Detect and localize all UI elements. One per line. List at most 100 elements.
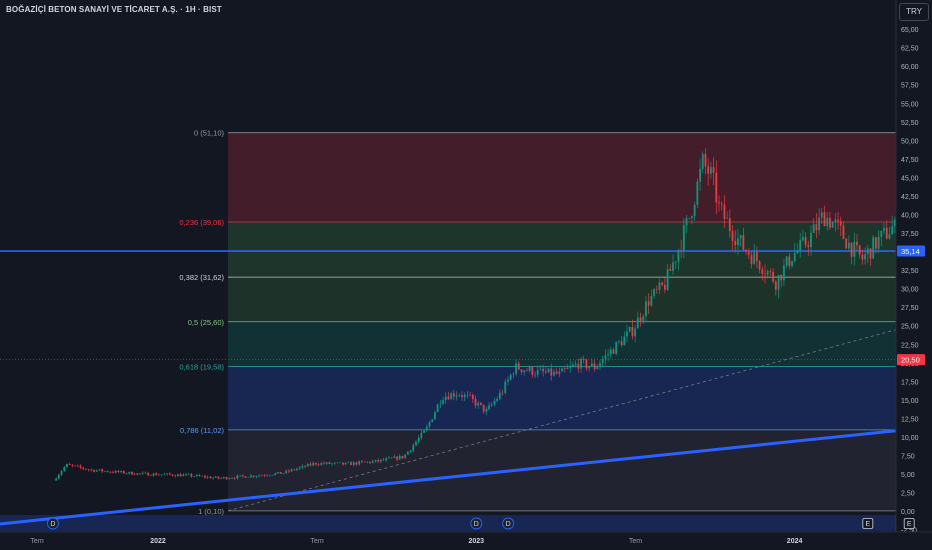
candle-body: [471, 394, 474, 400]
candle-body: [187, 474, 190, 475]
candle-body: [593, 363, 596, 370]
candle-body: [469, 394, 471, 396]
candle-body: [539, 368, 542, 370]
candle-body: [517, 363, 520, 370]
candle-body: [328, 462, 331, 464]
last-price-tag: 20,50: [901, 355, 920, 364]
candle-body: [228, 478, 231, 480]
candle-body: [869, 248, 872, 259]
candle-body: [360, 461, 363, 462]
event-marker-letter: D: [474, 521, 479, 528]
earnings-marker: [903, 518, 915, 529]
y-tick-label: 2,50: [901, 491, 915, 498]
candle-body: [796, 250, 799, 253]
candle-body: [325, 462, 328, 464]
candle-body: [55, 478, 58, 481]
candle-body: [509, 374, 512, 380]
y-tick-label: 37,50: [901, 231, 919, 238]
candle-body: [761, 269, 764, 274]
candle-body: [455, 395, 458, 397]
candle-body: [125, 473, 128, 474]
candle-body: [82, 467, 85, 469]
candle-body: [252, 475, 255, 477]
candle-body: [436, 404, 439, 413]
candle-body: [393, 456, 396, 458]
candle-body: [71, 464, 74, 466]
fib-band: [228, 132, 932, 222]
candle-body: [239, 475, 242, 476]
candle-body: [404, 454, 407, 459]
candle-body: [333, 462, 336, 464]
candle-body: [785, 256, 788, 266]
candle-body: [853, 241, 856, 257]
candle-body: [95, 470, 98, 472]
candle-body: [561, 368, 563, 372]
candle-body: [680, 250, 683, 251]
candle-body: [555, 371, 558, 374]
candle-body: [406, 451, 409, 455]
horizontal-line-price-tag: 35,14: [901, 247, 920, 256]
candle-body: [79, 465, 82, 468]
candle-body: [704, 153, 707, 167]
candle-body: [623, 336, 626, 346]
candle-body: [149, 475, 152, 477]
candle-body: [336, 462, 339, 464]
candle-body: [880, 230, 883, 237]
x-tick-label: Tem: [311, 538, 324, 545]
candle-body: [891, 226, 894, 235]
candle-body: [566, 367, 569, 369]
candle-body: [241, 475, 244, 477]
candle-body: [444, 396, 447, 401]
x-tick-label: Tem: [30, 538, 43, 545]
currency-button[interactable]: TRY: [899, 3, 929, 21]
candle-body: [214, 476, 217, 478]
candle-body: [547, 368, 550, 373]
candle-body: [147, 472, 150, 476]
candle-body: [141, 472, 144, 474]
candle-body: [820, 212, 823, 218]
y-tick-label: 25,00: [901, 324, 919, 331]
candle-body: [193, 476, 196, 477]
x-axis: Tem2022Tem2023Tem2024Tem2025Tem2026Tem: [0, 531, 932, 550]
y-tick-label: 32,50: [901, 268, 919, 275]
candle-body: [271, 474, 274, 476]
candle-body: [301, 465, 304, 468]
candle-body: [293, 469, 296, 471]
candle-body: [580, 358, 582, 369]
candle-body: [482, 404, 485, 412]
candle-body: [815, 224, 818, 231]
candle-body: [669, 269, 672, 271]
candle-body: [166, 473, 168, 475]
candle-body: [412, 445, 415, 451]
event-markers: DDDEEDEDEEEDEE⚡: [0, 515, 915, 531]
candle-body: [528, 366, 531, 371]
candle-body: [174, 475, 177, 477]
candle-body: [818, 217, 821, 231]
candle-body: [485, 409, 488, 412]
candle-body: [342, 462, 344, 465]
candle-body: [885, 227, 888, 239]
candle-body: [266, 475, 269, 477]
candle-body: [425, 426, 428, 431]
candle-body: [875, 237, 877, 249]
candle-body: [769, 271, 772, 272]
y-tick-label: -2,50: [901, 528, 917, 535]
dividend-marker: [502, 517, 515, 530]
candle-body: [217, 476, 220, 479]
candle-body: [344, 462, 347, 465]
candle-body: [250, 475, 252, 478]
candle-body: [512, 373, 515, 375]
candle-body: [553, 371, 555, 376]
candle-body: [650, 295, 653, 306]
candle-body: [847, 242, 850, 249]
candle-body: [831, 222, 834, 228]
fib-level-label: 0,618 (19,58): [179, 362, 224, 371]
candle-body: [114, 470, 117, 473]
candle-body: [258, 475, 260, 477]
candle-body: [893, 219, 896, 227]
candle-body: [60, 471, 63, 475]
candle-body: [558, 371, 561, 374]
candle-body: [385, 458, 388, 461]
candle-body: [204, 476, 206, 478]
